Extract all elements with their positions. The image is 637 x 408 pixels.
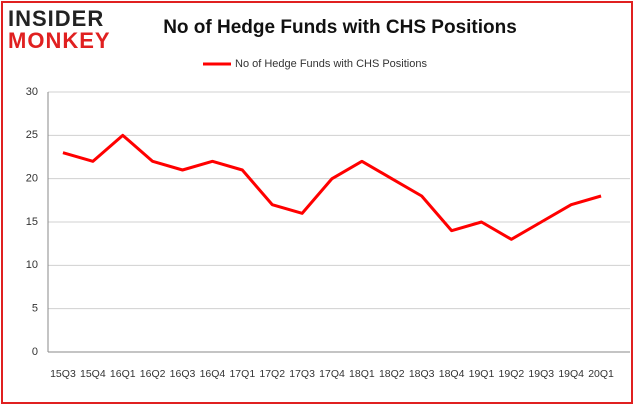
x-tick-label: 17Q2 (259, 368, 285, 380)
x-tick-label: 19Q4 (558, 368, 584, 380)
x-tick-label: 18Q3 (409, 368, 435, 380)
chart-title: No of Hedge Funds with CHS Positions (163, 17, 517, 38)
x-tick-label: 16Q2 (140, 368, 166, 380)
x-tick-label: 16Q4 (200, 368, 226, 380)
x-tick-label: 15Q4 (80, 368, 106, 380)
series-line (62, 133, 602, 241)
x-tick-label: 15Q3 (50, 368, 76, 380)
x-tick-label: 18Q4 (439, 368, 465, 380)
logo-line2: MONKEY (8, 28, 111, 53)
x-tick-label: 19Q3 (528, 368, 554, 380)
y-tick-label: 30 (26, 86, 38, 98)
y-tick-label: 20 (26, 173, 38, 185)
x-tick-label: 18Q1 (349, 368, 375, 380)
logo-line1: INSIDER (8, 6, 104, 31)
x-tick-label: 19Q2 (499, 368, 525, 380)
y-tick-label: 15 (26, 216, 38, 228)
x-tick-label: 19Q1 (469, 368, 495, 380)
x-tick-label: 17Q4 (319, 368, 345, 380)
y-tick-label: 0 (32, 346, 38, 358)
x-tick-label: 16Q1 (110, 368, 136, 380)
x-tick-label: 16Q3 (170, 368, 196, 380)
x-tick-label: 17Q1 (229, 368, 255, 380)
y-tick-label: 10 (26, 259, 38, 271)
x-tick-label: 18Q2 (379, 368, 405, 380)
y-tick-label: 5 (32, 303, 38, 315)
x-tick-label: 20Q1 (588, 368, 614, 380)
y-tick-label: 25 (26, 129, 38, 141)
legend-label: No of Hedge Funds with CHS Positions (235, 58, 427, 70)
frame (1, 1, 633, 404)
x-tick-label: 17Q3 (289, 368, 315, 380)
